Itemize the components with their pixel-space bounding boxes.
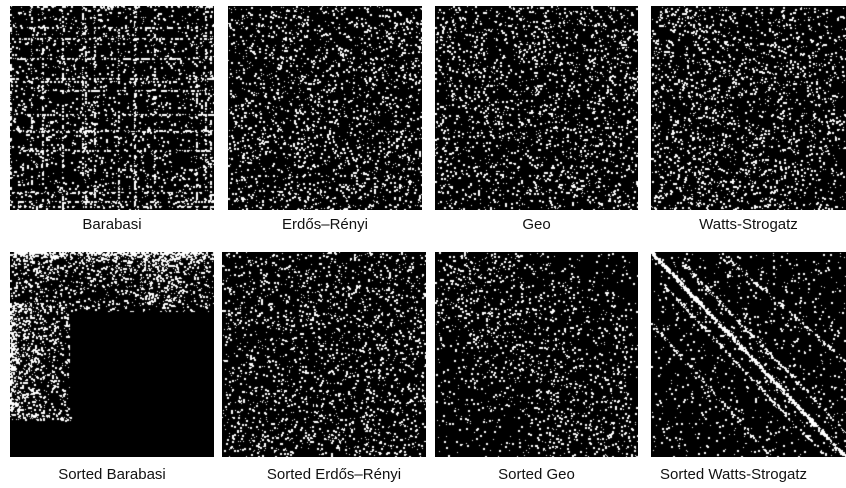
matrix-plot-sorted-erdos-renyi — [222, 252, 426, 457]
matrix-plot-sorted-barabasi — [10, 252, 214, 457]
panel-sorted-barabasi — [10, 252, 214, 457]
panel-sorted-geo — [435, 252, 638, 457]
panel-erdos-renyi — [228, 6, 422, 210]
matrix-plot-sorted-watts-strogatz — [651, 252, 846, 457]
matrix-plot-barabasi — [10, 6, 214, 210]
panel-watts-strogatz — [651, 6, 846, 210]
caption-sorted-erdos-renyi: Sorted Erdős–Rényi — [266, 466, 402, 483]
caption-sorted-geo: Sorted Geo — [498, 466, 575, 483]
caption-geo: Geo — [522, 216, 551, 233]
caption-sorted-watts-strogatz: Sorted Watts-Strogatz — [660, 466, 807, 483]
panel-barabasi — [10, 6, 214, 210]
caption-watts-strogatz: Watts-Strogatz — [699, 216, 798, 233]
caption-sorted-barabasi: Sorted Barabasi — [58, 466, 166, 483]
panel-sorted-erdos-renyi — [222, 252, 426, 457]
matrix-plot-watts-strogatz — [651, 6, 846, 210]
caption-erdos-renyi: Erdős–Rényi — [282, 216, 368, 233]
panel-sorted-watts-strogatz — [651, 252, 846, 457]
panel-geo — [435, 6, 638, 210]
matrix-plot-erdos-renyi — [228, 6, 422, 210]
matrix-plot-geo — [435, 6, 638, 210]
caption-barabasi: Barabasi — [82, 216, 142, 233]
matrix-plot-sorted-geo — [435, 252, 638, 457]
